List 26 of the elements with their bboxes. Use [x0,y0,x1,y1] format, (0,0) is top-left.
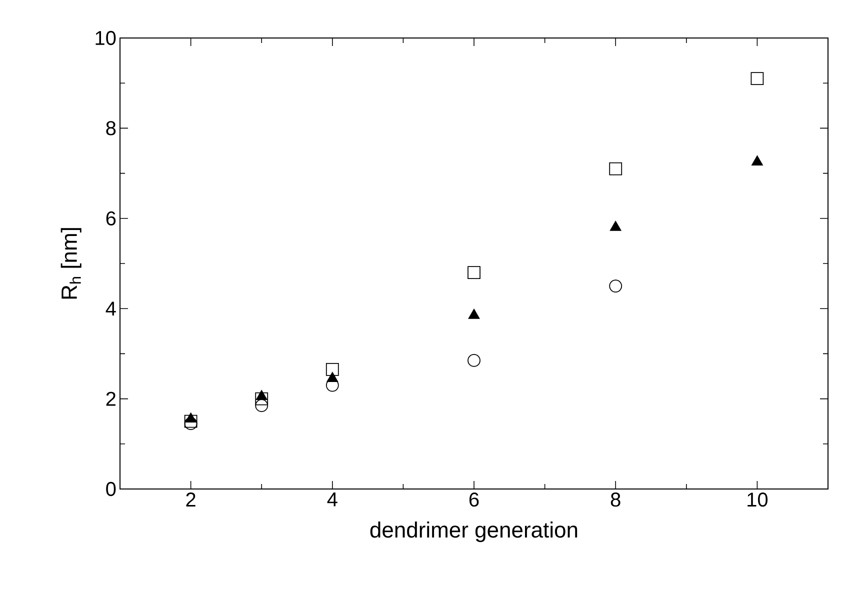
x-tick-label: 6 [469,492,479,507]
y-tick-label: 6 [106,211,116,226]
y-tick-label: 8 [106,121,116,136]
point [468,354,480,367]
point [609,280,622,292]
point [752,156,763,166]
x-tick-label: 4 [327,492,338,506]
point [255,392,268,406]
point [256,390,268,400]
y-tick-label: 2 [106,392,116,406]
point [326,363,339,376]
point [750,72,764,86]
point [609,162,622,176]
point [184,414,198,428]
y-tick-label: 4 [106,302,116,316]
x-axis-title: dendrimer generation [370,522,578,542]
x-tick-label: 2 [186,492,196,506]
y-tick-label: 10 [96,30,116,46]
point [468,266,480,279]
point [468,308,480,319]
point [610,220,622,231]
y-axis-title: R$_{h}$ [nm] [60,228,82,299]
y-tick-label: 0 [106,482,116,496]
x-tick-label: 8 [610,492,620,507]
x-tick-label: 10 [748,492,768,507]
point [255,399,268,412]
